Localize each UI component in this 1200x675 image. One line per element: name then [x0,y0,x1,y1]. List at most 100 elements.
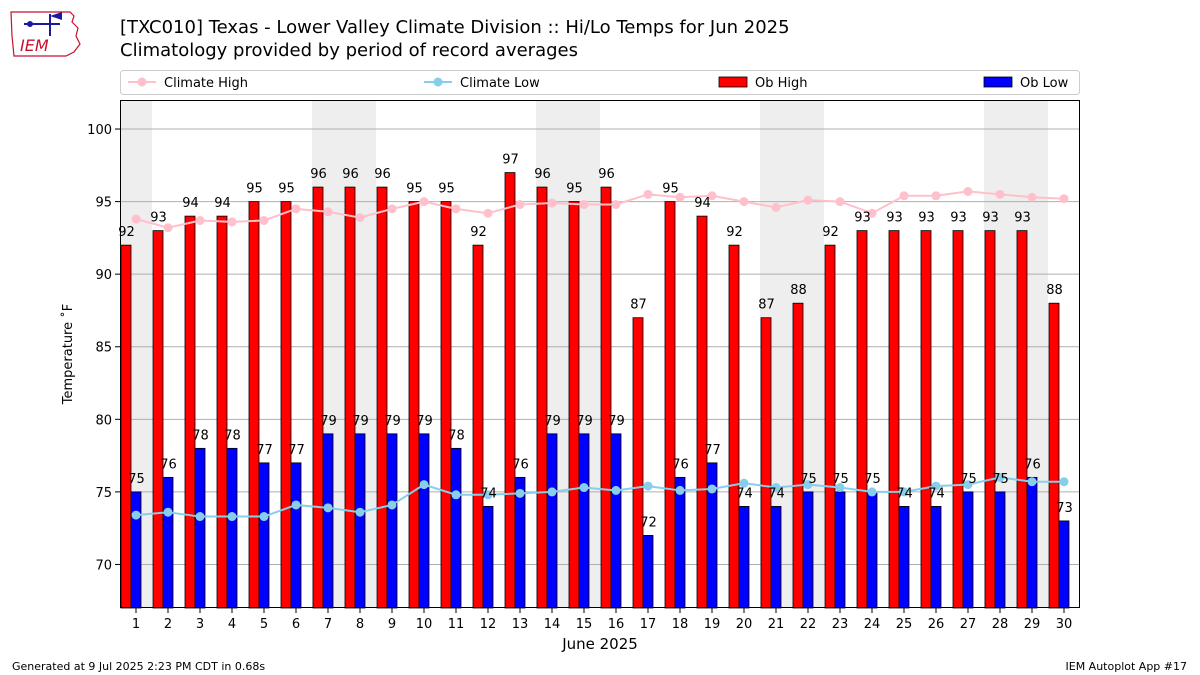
climate-low-point [227,512,237,522]
ob-low-bar [994,491,1006,609]
ob-high-bar [312,186,324,609]
ob-low-label: 79 [320,414,337,429]
climate-high-point [259,215,269,225]
chart-subtitle: Climatology provided by period of record… [120,40,578,61]
ob-high-label: 97 [502,153,519,168]
ob-high-label: 94 [214,196,231,211]
x-tick-label: 22 [800,617,817,632]
climate-low-point [643,481,653,491]
ob-low-bar [130,491,142,609]
ob-low-label: 75 [128,472,145,487]
ob-low-bar [482,505,494,609]
ob-low-bar [578,433,590,609]
x-tick-label: 3 [196,617,204,632]
ob-low-legend-swatch [983,76,1013,88]
ob-low-label: 77 [256,443,273,458]
ob-low-label: 78 [192,428,209,443]
ob-high-bar [760,317,772,609]
ob-high-bar [984,230,996,609]
climate-high-point [547,198,557,208]
x-tick-label: 1 [132,617,140,632]
x-axis-label: June 2025 [561,635,638,653]
climate-high-point [387,204,397,214]
ob-low-bar [226,447,238,609]
ob-high-bar [1016,230,1028,609]
ob-low-label: 79 [352,414,369,429]
x-tick-label: 27 [960,617,977,632]
climate-high-point [227,217,237,227]
ob-high-label: 93 [918,211,935,226]
plot-frame [120,100,1080,608]
ob-high-label: 92 [822,225,839,240]
ob-high-bar [632,317,644,609]
y-tick-label: 85 [95,341,112,356]
x-tick-label: 21 [768,617,785,632]
x-tick-label: 15 [576,617,593,632]
climate-low-point [163,507,173,517]
climate-low-point [547,487,557,497]
data-labels: 92 93 94 94 95 95 96 96 96 95 95 92 97 96 95 96 87 95 94 92… [118,153,1073,531]
ob-high-bar [952,230,964,609]
climate-high-point [323,207,333,217]
climate-high-point [675,192,685,202]
ob-high-label: 95 [246,182,263,197]
ob-low-bar [770,505,782,609]
ob-low-label: 79 [384,414,401,429]
ob-low-label: 79 [576,414,593,429]
climate-low-point [707,484,717,494]
climate-low-point [483,490,493,500]
x-tick-label: 9 [388,617,396,632]
ob-high-bar [568,201,580,609]
x-tick-label: 8 [356,617,364,632]
climate-low-point [803,480,813,490]
climate-high-point [963,186,973,196]
ob-low-label: 76 [512,457,529,472]
ob-low-label: 77 [288,443,305,458]
x-tick-label: 20 [736,617,753,632]
ob-low-bar [738,505,750,609]
climate-high-point [515,200,525,210]
ob-high-legend-swatch [718,76,748,88]
ob-high-legend-label: Ob High [755,76,808,91]
ob-low-label: 79 [416,414,433,429]
ob-high-bar [856,230,868,609]
climate-low-legend-marker [433,77,443,87]
iem-logo: IEM [8,6,84,62]
ob-high-label: 95 [438,182,455,197]
ob-high-bar [920,230,932,609]
ob-high-bar [696,215,708,609]
logo-text: IEM [20,36,49,55]
ob-low-bar [962,491,974,609]
ob-low-bar [450,447,462,609]
ob-high-label: 96 [534,167,551,182]
ob-high-label: 93 [150,211,167,226]
climate-low-point [1059,477,1069,487]
x-tick-label: 26 [928,617,945,632]
ob-high-label: 93 [950,211,967,226]
ob-high-label: 96 [310,167,327,182]
x-tick-label: 11 [448,617,465,632]
ob-low-label: 74 [768,486,785,501]
x-tick-label: 24 [864,617,881,632]
climate-low-point [131,510,141,520]
climate-high-point [419,197,429,207]
ob-low-bar [162,476,174,609]
climate-high-point [1027,192,1037,202]
climate-high-point [451,204,461,214]
ob-low-bar [290,462,302,609]
ob-low-label: 75 [832,472,849,487]
ob-high-label: 88 [790,283,807,298]
climate-low-point [323,503,333,513]
climate-low-point [1027,477,1037,487]
climate-high-legend-marker [137,77,147,87]
ob-low-label: 79 [608,414,625,429]
climate-high-point [803,195,813,205]
climate-low-point [899,487,909,497]
x-tick-label: 7 [324,617,332,632]
climate-high-point [355,213,365,223]
x-tick-label: 12 [480,617,497,632]
climate-high-point [131,214,141,224]
ob-low-label: 74 [736,486,753,501]
ob-high-label: 93 [982,211,999,226]
ob-low-label: 77 [704,443,721,458]
